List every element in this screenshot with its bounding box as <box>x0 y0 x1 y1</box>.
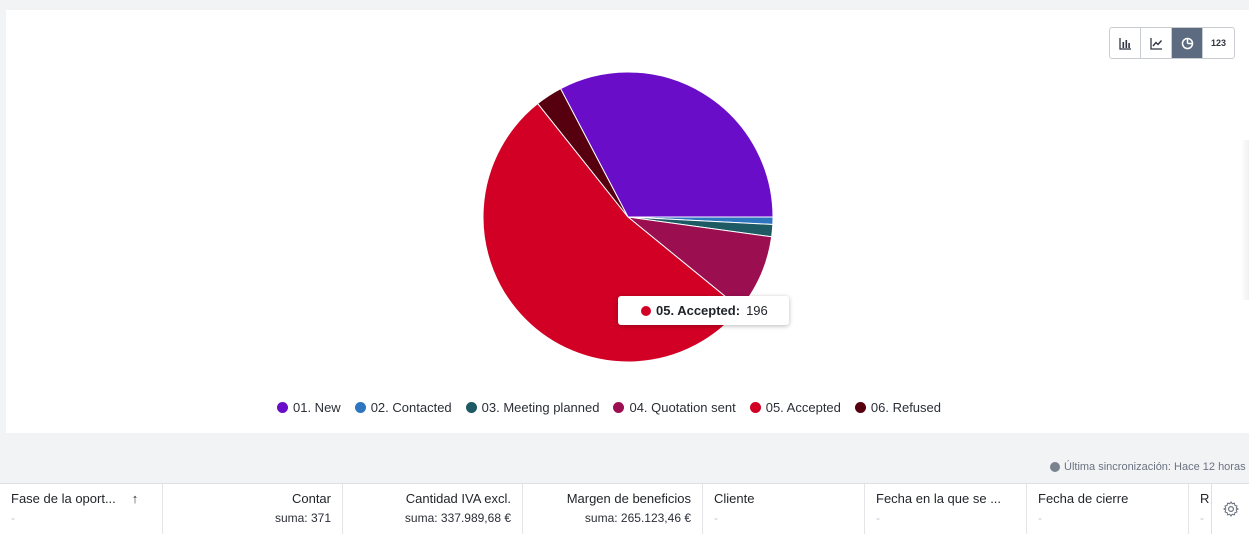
column-summary: - <box>1038 511 1042 525</box>
legend-item[interactable]: 06. Refused <box>854 400 941 415</box>
legend-item[interactable]: 03. Meeting planned <box>465 400 600 415</box>
pie-chart <box>482 71 774 363</box>
column-label: Fase de la oport... <box>11 491 116 506</box>
legend-label: 02. Contacted <box>370 400 452 415</box>
chart-legend: 01. New 02. Contacted 03. Meeting planned 0… <box>277 400 941 415</box>
tooltip-value: 196 <box>746 303 768 318</box>
column-summary: suma: 371 <box>274 511 331 525</box>
column-summary: suma: 337.989,68 € <box>404 511 511 525</box>
chart-tooltip: 05. Accepted: 196 <box>618 296 789 325</box>
legend-color-dot <box>465 402 477 413</box>
column-label: Fecha de cierre <box>1038 491 1129 506</box>
pie-chart-button[interactable] <box>1172 28 1203 58</box>
legend-color-dot <box>354 402 366 413</box>
legend-label: 05. Accepted <box>765 400 841 415</box>
column-summary: - <box>1200 511 1204 525</box>
column-summary: suma: 265.123,46 € <box>584 511 691 525</box>
legend-label: 01. New <box>293 400 341 415</box>
column-label: Cliente <box>714 491 755 506</box>
legend-label: 03. Meeting planned <box>481 400 600 415</box>
legend-label: 04. Quotation sent <box>629 400 736 415</box>
sync-text: Última sincronización: Hace 12 horas <box>1064 461 1246 473</box>
pie-slice[interactable] <box>559 71 774 218</box>
gear-icon <box>1222 501 1239 517</box>
column-header-contar[interactable]: Contar suma: 371 <box>163 484 343 534</box>
column-label: R <box>1200 491 1210 506</box>
pie-chart-icon <box>1181 37 1193 49</box>
legend-color-dot <box>277 402 288 413</box>
legend-item[interactable]: 01. New <box>277 400 341 415</box>
column-header-cliente[interactable]: Cliente - <box>703 484 865 534</box>
clock-icon <box>1050 462 1060 472</box>
legend-item[interactable]: 05. Accepted <box>749 400 841 415</box>
column-header-margen[interactable]: Margen de beneficios suma: 265.123,46 € <box>523 484 703 534</box>
sort-ascending-icon[interactable]: ↑ <box>131 491 139 506</box>
column-label: Margen de beneficios <box>566 491 691 506</box>
table-header: Fase de la oport... ↑ - Contar suma: 371 … <box>0 483 1249 534</box>
line-chart-button[interactable] <box>1141 28 1172 58</box>
line-chart-icon <box>1149 37 1162 50</box>
column-label: Cantidad IVA excl. <box>405 491 511 506</box>
tooltip-label: 05. Accepted: <box>656 303 741 318</box>
edge-shadow <box>1241 140 1249 300</box>
tooltip-color-dot <box>641 306 651 316</box>
legend-label: 06. Refused <box>870 400 941 415</box>
column-summary: - <box>876 511 880 525</box>
column-header-fase[interactable]: Fase de la oport... ↑ - <box>0 484 163 534</box>
legend-item[interactable]: 02. Contacted <box>354 400 452 415</box>
column-summary: - <box>714 511 718 525</box>
legend-color-dot <box>749 402 761 413</box>
pie-slice[interactable] <box>537 87 629 218</box>
column-header-fecha-cierre[interactable]: Fecha de cierre - <box>1027 484 1189 534</box>
chart-type-switcher: 123 <box>1109 27 1235 59</box>
table-settings-button[interactable] <box>1211 483 1249 534</box>
column-summary: - <box>11 511 15 525</box>
column-label: Fecha en la que se ... <box>876 491 1002 506</box>
bar-chart-button[interactable] <box>1110 28 1141 58</box>
legend-color-dot <box>854 402 866 413</box>
legend-item[interactable]: 04. Quotation sent <box>613 400 736 415</box>
bar-chart-icon <box>1118 37 1131 50</box>
column-header-fecha-en[interactable]: Fecha en la que se ... - <box>865 484 1027 534</box>
column-header-cantidad[interactable]: Cantidad IVA excl. suma: 337.989,68 € <box>343 484 523 534</box>
legend-color-dot <box>613 402 625 413</box>
sync-status: Última sincronización: Hace 12 horas <box>1050 461 1246 473</box>
number-view-button[interactable]: 123 <box>1210 38 1227 48</box>
column-label: Contar <box>291 491 331 506</box>
